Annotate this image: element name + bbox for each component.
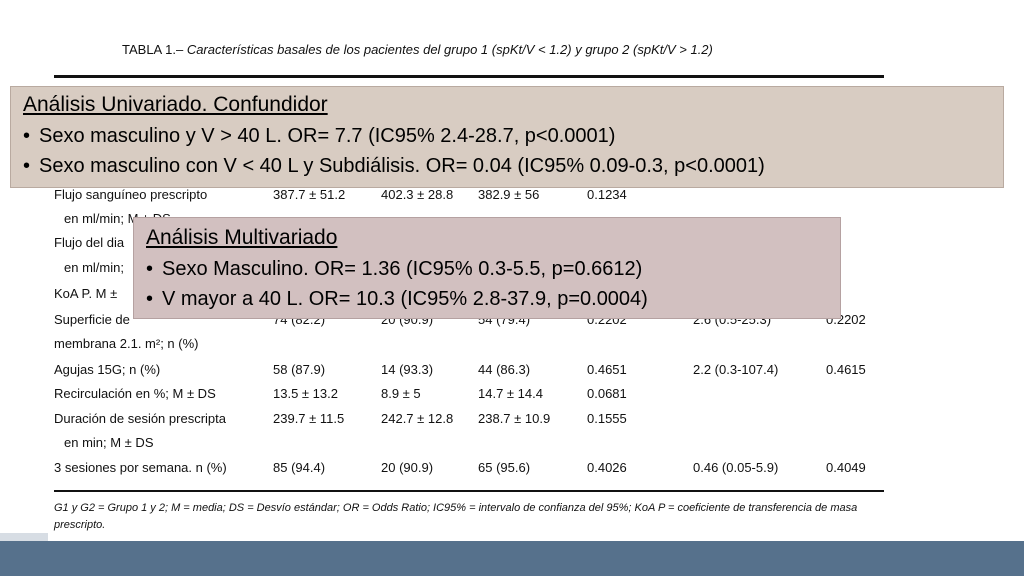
row-p: 0.1234 bbox=[587, 187, 627, 202]
table-footnote: G1 y G2 = Grupo 1 y 2; M = media; DS = D… bbox=[54, 502, 858, 531]
row-group1: 20 (90.9) bbox=[381, 460, 434, 475]
row-label: membrana 2.1. m²; n (%) bbox=[54, 336, 199, 351]
row-label: 3 sesiones por semana. n (%) bbox=[54, 460, 227, 475]
row-group1: 8.9 ± 5 bbox=[381, 386, 421, 401]
row-label: Flujo del dia bbox=[54, 235, 125, 250]
multivariate-title: Análisis Multivariado bbox=[146, 226, 338, 249]
row-group2: 65 (95.6) bbox=[478, 460, 531, 475]
row-total: 85 (94.4) bbox=[273, 460, 326, 475]
row-or: 2.2 (0.3-107.4) bbox=[693, 362, 779, 377]
row-group2: 238.7 ± 10.9 bbox=[478, 411, 551, 426]
univariate-bullet: • Sexo masculino y V > 40 L. OR= 7.7 (IC9… bbox=[23, 125, 615, 148]
row-p: 0.1555 bbox=[587, 411, 627, 426]
row-label: en min; M ± DS bbox=[64, 435, 154, 450]
bullet-text: V mayor a 40 L. OR= 10.3 (IC95% 2.8-37.9… bbox=[162, 288, 648, 310]
row-label: Flujo sanguíneo prescripto bbox=[54, 187, 208, 202]
row-label: Recirculación en %; M ± DS bbox=[54, 386, 216, 401]
bullet-text: Sexo masculino con V < 40 L y Subdiálisi… bbox=[39, 155, 765, 177]
row-p: 0.0681 bbox=[587, 386, 627, 401]
univariate-bullet: • Sexo masculino con V < 40 L y Subdiális… bbox=[23, 155, 765, 178]
row-total: 58 (87.9) bbox=[273, 362, 326, 377]
bullet-text: Sexo Masculino. OR= 1.36 (IC95% 0.3-5.5,… bbox=[162, 258, 643, 280]
univariate-title: Análisis Univariado. Confundidor bbox=[23, 93, 328, 116]
univariate-box: Análisis Univariado. Confundidor • Sexo m… bbox=[10, 86, 1004, 188]
multivariate-bullet: • Sexo Masculino. OR= 1.36 (IC95% 0.3-5.5… bbox=[146, 258, 642, 281]
row-total: 13.5 ± 13.2 bbox=[273, 386, 338, 401]
row-label: Superficie de bbox=[54, 312, 130, 327]
row-group1: 14 (93.3) bbox=[381, 362, 434, 377]
row-p2: 0.4615 bbox=[826, 362, 866, 377]
multivariate-bullet: • V mayor a 40 L. OR= 10.3 (IC95% 2.8-37.… bbox=[146, 288, 648, 311]
row-total: 239.7 ± 11.5 bbox=[273, 411, 345, 426]
table-title-text: Características basales de los pacientes… bbox=[186, 42, 713, 57]
bullet-icon: • bbox=[146, 288, 154, 310]
bullet-icon: • bbox=[23, 125, 31, 147]
row-group1: 242.7 ± 12.8 bbox=[381, 411, 454, 426]
slide-bottom-band bbox=[0, 541, 1024, 576]
row-p2: 0.4049 bbox=[826, 460, 866, 475]
row-label: KoA P. M ± bbox=[54, 286, 118, 301]
slide-band-accent bbox=[0, 533, 48, 541]
row-group2: 44 (86.3) bbox=[478, 362, 531, 377]
row-p: 0.4651 bbox=[587, 362, 627, 377]
row-p: 0.4026 bbox=[587, 460, 627, 475]
table-top-rule bbox=[54, 75, 884, 78]
table-bottom-rule bbox=[54, 490, 884, 492]
bullet-icon: • bbox=[146, 258, 154, 280]
row-group1: 402.3 ± 28.8 bbox=[381, 187, 454, 202]
row-or: 0.46 (0.05-5.9) bbox=[693, 460, 779, 475]
row-label: Duración de sesión prescripta bbox=[54, 411, 226, 426]
table-title-lead: TABLA 1.– bbox=[122, 42, 184, 57]
bullet-icon: • bbox=[23, 155, 31, 177]
row-total: 387.7 ± 51.2 bbox=[273, 187, 346, 202]
bullet-text: Sexo masculino y V > 40 L. OR= 7.7 (IC95… bbox=[39, 125, 616, 147]
row-group2: 382.9 ± 56 bbox=[478, 187, 540, 202]
table-title: TABLA 1.– Características basales de los… bbox=[122, 42, 713, 57]
row-group2: 14.7 ± 14.4 bbox=[478, 386, 543, 401]
row-label: Agujas 15G; n (%) bbox=[54, 362, 161, 377]
row-label: en ml/min; bbox=[64, 260, 124, 275]
multivariate-box: Análisis Multivariado • Sexo Masculino. O… bbox=[133, 217, 841, 319]
